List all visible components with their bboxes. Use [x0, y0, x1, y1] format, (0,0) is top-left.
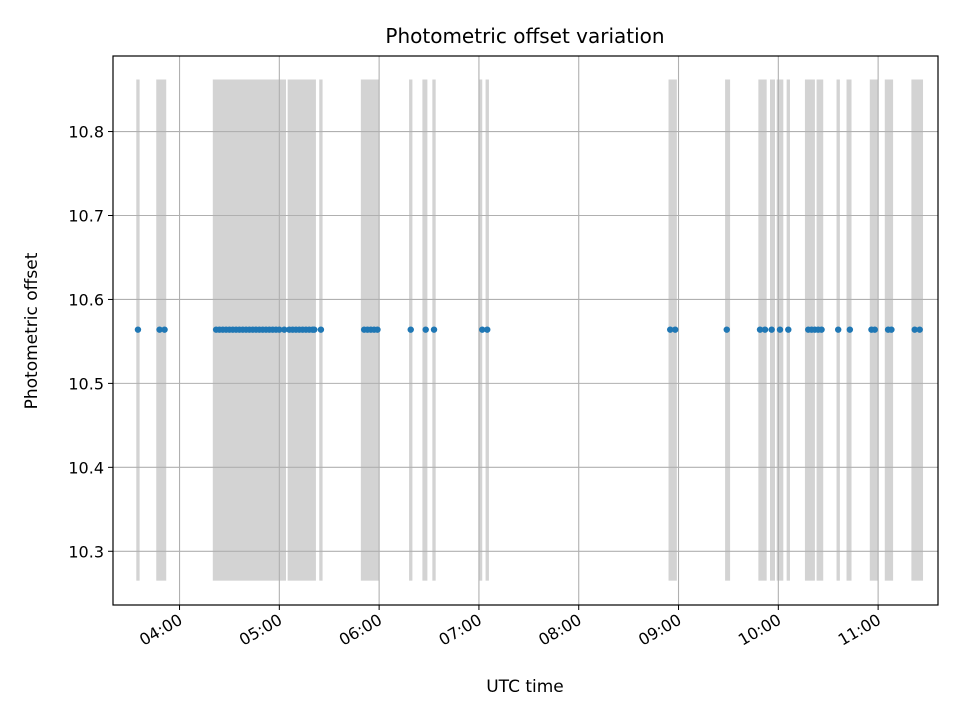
x-axis-label: UTC time — [486, 677, 564, 697]
y-tick-label-3: 10.6 — [68, 290, 104, 309]
data-point-0-64 — [916, 326, 923, 333]
y-axis: 10.3 10.4 10.5 10.6 10.7 10.8 — [68, 123, 113, 561]
data-point-0-47 — [756, 326, 764, 333]
data-point-0-0 — [134, 326, 142, 333]
y-tick-label-1: 10.4 — [68, 458, 104, 477]
data-point-0-39 — [407, 326, 414, 333]
data-point-0-40 — [422, 326, 429, 333]
data-point-0-22 — [276, 326, 283, 333]
chart-title: Photometric offset variation — [385, 24, 664, 48]
plot-frame — [112, 55, 939, 606]
y-tick-label-5: 10.8 — [68, 123, 104, 142]
data-point-0-23 — [281, 326, 288, 333]
data-point-0-46 — [723, 326, 730, 333]
data-points — [134, 326, 923, 333]
y-tick-label-4: 10.7 — [68, 206, 104, 225]
y-tick-label-2: 10.5 — [68, 374, 104, 393]
data-point-0-51 — [785, 326, 792, 333]
data-point-0-56 — [818, 326, 825, 333]
data-point-0-57 — [835, 326, 842, 333]
data-point-0-63 — [911, 326, 918, 333]
data-point-0-1 — [156, 326, 163, 333]
plot-area — [112, 55, 939, 606]
data-point-0-45 — [672, 326, 679, 333]
data-point-0-43 — [484, 326, 491, 333]
data-point-0-2 — [161, 326, 168, 333]
data-point-0-32 — [311, 326, 318, 333]
data-point-0-33 — [317, 326, 325, 333]
data-point-0-41 — [430, 326, 438, 333]
y-tick-label-0: 10.3 — [68, 542, 104, 561]
data-point-0-38 — [374, 326, 381, 333]
gridlines — [113, 56, 938, 605]
data-point-0-49 — [768, 326, 775, 333]
data-point-0-48 — [761, 326, 769, 333]
data-point-0-42 — [479, 326, 486, 333]
data-point-0-44 — [667, 326, 674, 333]
data-point-0-58 — [846, 326, 854, 333]
y-axis-label: Photometric offset — [22, 252, 42, 409]
data-point-0-50 — [776, 326, 784, 333]
data-point-0-60 — [871, 326, 878, 333]
data-point-0-62 — [888, 326, 895, 333]
